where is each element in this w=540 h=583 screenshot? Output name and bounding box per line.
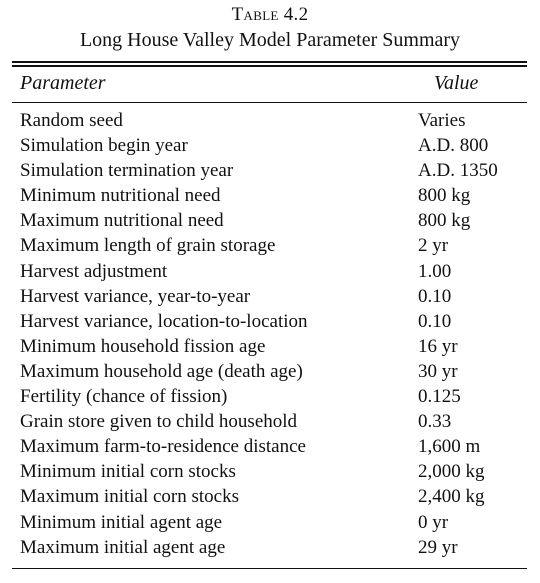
parameter-cell: Maximum initial corn stocks — [20, 486, 240, 508]
parameter-cell: Grain store given to child household — [20, 411, 298, 433]
value-cell: 0.33 — [418, 411, 452, 433]
bottom-rule — [12, 568, 527, 569]
value-cell: A.D. 800 — [418, 135, 489, 157]
table-row: Maximum initial corn stocks 2,400 kg — [0, 484, 540, 509]
table-row: Minimum initial corn stocks 2,000 kg — [0, 459, 540, 484]
value-cell: 800 kg — [418, 185, 471, 207]
table-row: Fertility (chance of fission) 0.125 — [0, 384, 540, 409]
value-cell: 2 yr — [418, 235, 449, 257]
parameter-cell: Harvest variance, year-to-year — [20, 285, 251, 307]
parameter-cell: Maximum nutritional need — [20, 210, 224, 232]
parameter-cell: Simulation begin year — [20, 135, 188, 157]
table-row: Simulation begin year A.D. 800 — [0, 133, 540, 158]
value-cell: 800 kg — [418, 210, 471, 232]
table-row: Simulation termination year A.D. 1350 — [0, 158, 540, 183]
parameter-cell: Harvest adjustment — [20, 260, 168, 282]
parameter-cell: Simulation termination year — [20, 160, 234, 182]
value-cell: 29 yr — [418, 536, 458, 558]
table-row: Minimum initial agent age 0 yr — [0, 510, 540, 535]
table-body: Random seed Varies Simulation begin year A.… — [0, 108, 540, 560]
value-cell: 2,000 kg — [418, 461, 485, 483]
table-row: Random seed Varies — [0, 108, 540, 133]
value-cell: 1.00 — [418, 260, 452, 282]
value-cell: 2,400 kg — [418, 486, 485, 508]
table-row: Minimum household fission age 16 yr — [0, 334, 540, 359]
table-row: Minimum nutritional need 800 kg — [0, 183, 540, 208]
parameter-cell: Harvest variance, location-to-location — [20, 310, 308, 332]
parameter-cell: Minimum household fission age — [20, 335, 266, 357]
parameter-cell: Minimum nutritional need — [20, 185, 221, 207]
parameter-cell: Maximum length of grain storage — [20, 235, 276, 257]
table-row: Harvest variance, location-to-location 0.… — [0, 309, 540, 334]
header-parameter: Parameter — [20, 72, 106, 94]
value-cell: Varies — [418, 110, 466, 131]
table-row: Maximum length of grain storage 2 yr — [0, 233, 540, 258]
header-value: Value — [434, 72, 479, 94]
table-label: Table 4.2 — [231, 4, 309, 25]
table-row: Maximum nutritional need 800 kg — [0, 208, 540, 233]
parameter-cell: Maximum initial agent age — [20, 536, 226, 558]
table-title: Long House Valley Model Parameter Summar… — [79, 29, 461, 51]
table-row: Maximum farm-to-residence distance 1,600 … — [0, 434, 540, 459]
value-cell: 0.10 — [418, 285, 452, 307]
parameter-cell: Random seed — [20, 110, 123, 131]
top-rule-inner — [12, 65, 527, 67]
table-row: Harvest variance, year-to-year 0.10 — [0, 284, 540, 309]
table-row: Harvest adjustment 1.00 — [0, 259, 540, 284]
value-cell: 0 yr — [418, 511, 449, 533]
value-cell: 30 yr — [418, 360, 458, 382]
parameter-cell: Minimum initial corn stocks — [20, 461, 236, 483]
value-cell: A.D. 1350 — [418, 160, 498, 182]
header-rule — [12, 102, 527, 103]
parameter-cell: Maximum household age (death age) — [20, 360, 303, 382]
parameter-cell: Minimum initial agent age — [20, 511, 223, 533]
top-rule — [12, 61, 527, 63]
parameter-cell: Maximum farm-to-residence distance — [20, 436, 306, 458]
table-row: Grain store given to child household 0.33 — [0, 409, 540, 434]
value-cell: 0.10 — [418, 310, 452, 332]
table-row: Maximum household age (death age) 30 yr — [0, 359, 540, 384]
value-cell: 1,600 m — [418, 436, 481, 458]
table-row: Maximum initial agent age 29 yr — [0, 535, 540, 560]
value-cell: 0.125 — [418, 386, 461, 408]
parameter-cell: Fertility (chance of fission) — [20, 386, 228, 408]
value-cell: 16 yr — [418, 335, 458, 357]
